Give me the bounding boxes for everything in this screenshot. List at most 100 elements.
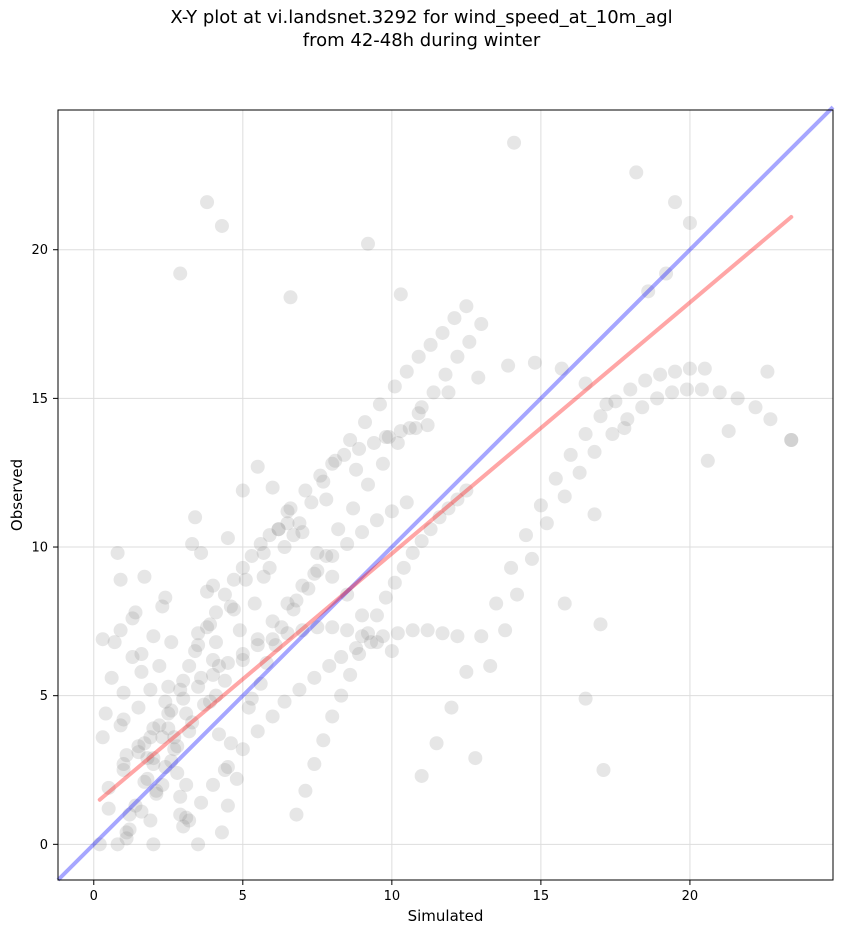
data-point [393,287,408,302]
data-point [399,495,414,510]
data-point [748,400,763,415]
data-point [423,522,438,537]
data-point [185,537,200,552]
data-point [682,215,697,230]
data-point [411,406,426,421]
data-point [459,483,474,498]
data-point [173,266,188,281]
data-point [280,504,295,519]
data-point [361,477,375,492]
data-point [420,418,435,433]
data-point [307,670,322,685]
y-axis-label: Observed [8,459,26,531]
data-point [119,748,134,763]
data-point [384,504,399,519]
data-point [504,560,519,575]
data-point [375,629,390,644]
data-point [131,745,146,760]
data-point [149,786,164,801]
data-point [167,742,182,757]
data-point [280,596,295,611]
data-point [188,510,203,525]
data-point [307,757,322,772]
data-point [208,605,223,620]
data-point [179,810,194,825]
data-point [650,391,665,406]
data-point [489,596,504,611]
data-point [641,284,656,299]
data-point [271,522,286,537]
data-point [208,688,223,703]
data-point [375,456,390,471]
data-point [191,679,206,694]
data-point [214,825,229,840]
data-point [471,370,486,385]
data-point [280,626,295,641]
data-point [235,560,250,575]
data-point [134,664,149,679]
data-point [164,754,179,769]
data-point [182,724,197,739]
data-point [322,658,337,673]
data-point [119,825,134,840]
data-point [182,658,197,673]
data-point [462,334,477,349]
y-tick-label-1: 5 [40,689,48,704]
data-point [372,397,387,412]
data-point [137,736,152,751]
data-point [211,727,226,742]
data-point [784,433,799,447]
data-point [340,537,355,552]
data-point [361,626,375,641]
data-point [95,632,110,647]
data-point [468,751,483,766]
x-tick-label-4: 20 [682,889,699,904]
data-point [161,721,176,736]
data-point [501,358,516,373]
data-point [343,433,358,447]
data-point [369,513,384,528]
data-point [620,412,635,427]
data-point [358,415,373,430]
data-point [730,391,745,406]
data-point [635,400,650,415]
data-point [295,623,310,638]
data-point [474,629,489,644]
data-point [223,599,238,614]
data-point [119,831,134,846]
data-point [313,468,328,483]
data-point [244,691,259,706]
data-point [173,682,188,697]
data-point [265,614,280,629]
data-point [340,623,355,638]
data-point [292,516,307,531]
data-point [146,721,161,736]
data-point [262,560,277,575]
data-point [146,629,161,644]
data-point [459,664,474,679]
data-point [483,658,498,673]
data-point [587,507,602,522]
data-point [349,462,364,477]
data-point [113,572,128,587]
data-point [328,453,343,468]
data-point [283,501,298,516]
data-point [104,670,119,685]
data-point [235,483,250,498]
data-point [188,644,203,659]
data-point [518,528,533,543]
data-point [557,489,572,504]
data-point [694,382,709,397]
data-point [200,620,215,635]
identity-line [56,105,835,882]
data-point [131,700,146,715]
data-point [134,647,149,662]
data-point [268,638,283,653]
data-point [250,459,265,474]
data-point [435,325,450,340]
data-point [349,641,364,656]
data-point [334,650,349,665]
data-point [179,706,194,721]
data-point [444,700,459,715]
data-point [194,795,209,810]
